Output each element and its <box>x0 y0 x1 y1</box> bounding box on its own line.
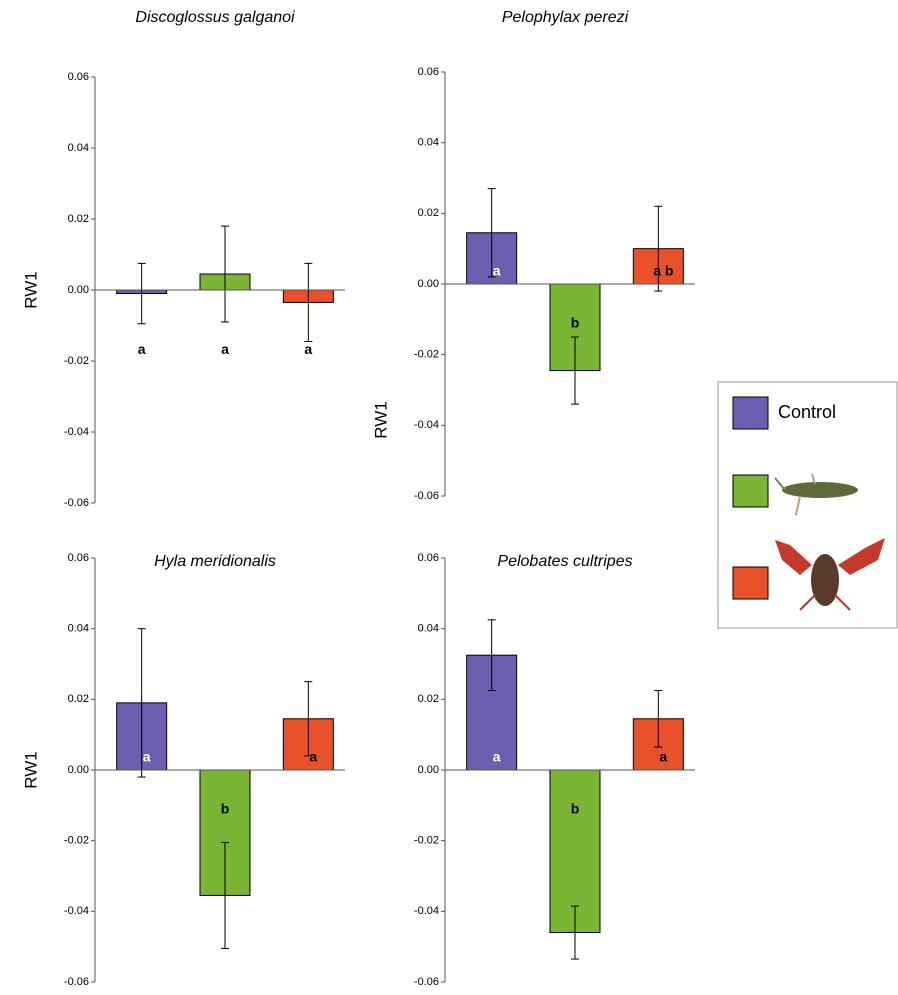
y-tick-label: -0.02 <box>414 835 439 847</box>
significance-letter: a <box>304 341 312 357</box>
y-tick-label: 0.02 <box>418 207 439 219</box>
y-tick-label: -0.04 <box>414 419 439 431</box>
panel-title: Discoglossus galganoi <box>135 9 295 26</box>
significance-letter: a <box>221 341 229 357</box>
significance-letter: b <box>571 315 580 331</box>
y-tick-label: 0.00 <box>418 278 439 290</box>
y-tick-label: 0.06 <box>418 552 439 564</box>
panel: Pelophylax perezi RW1 0.06 0.04 0.02 0.00 -0.0… <box>371 0 695 502</box>
significance-letter: a <box>659 749 667 765</box>
y-tick-label: 0.04 <box>418 137 439 149</box>
significance-letter: b <box>221 801 230 817</box>
y-tick-label: 0.00 <box>68 764 89 776</box>
y-tick-label: 0.02 <box>68 693 89 705</box>
legend-label: Control <box>778 402 836 422</box>
y-axis-label: RW1 <box>21 271 40 308</box>
figure: Discoglossus galganoi RW1 0.06 0.04 0.02 0.00… <box>0 0 898 990</box>
legend-swatch <box>733 475 768 507</box>
legend-swatch <box>733 567 768 599</box>
panel: Discoglossus galganoi RW1 0.06 0.04 0.02 0.00… <box>21 9 345 509</box>
y-tick-label: 0.00 <box>68 284 89 296</box>
y-tick-label: 0.04 <box>68 142 89 154</box>
y-tick-label: 0.06 <box>68 552 89 564</box>
significance-letter: a <box>138 341 146 357</box>
panel: Hyla meridionalis RW1 0.06 0.04 0.02 0.00 -0.0… <box>21 552 345 988</box>
significance-letter: a b <box>653 263 673 279</box>
y-tick-label: -0.04 <box>414 905 439 917</box>
y-axis-label: RW1 <box>371 401 390 438</box>
legend-swatch <box>733 397 768 429</box>
panel-title: Hyla meridionalis <box>154 553 276 570</box>
y-tick-label: 0.02 <box>68 213 89 225</box>
significance-letter: a <box>493 263 501 279</box>
page: Discoglossus galganoi RW1 0.06 0.04 0.02 0.00… <box>0 0 898 995</box>
panel-title: Pelophylax perezi <box>502 9 629 26</box>
significance-letter: a <box>309 749 317 765</box>
significance-letter: a <box>143 749 151 765</box>
y-tick-label: -0.02 <box>414 349 439 361</box>
y-tick-label: -0.02 <box>64 835 89 847</box>
significance-letter: b <box>571 801 580 817</box>
y-tick-label: 0.04 <box>68 623 89 635</box>
y-tick-label: 0.00 <box>418 764 439 776</box>
y-tick-label: -0.06 <box>64 976 89 988</box>
y-tick-label: -0.04 <box>64 426 89 438</box>
y-axis-label: RW1 <box>21 751 40 788</box>
y-tick-label: -0.06 <box>414 490 439 502</box>
y-tick-label: 0.06 <box>418 66 439 78</box>
y-tick-label: 0.04 <box>418 623 439 635</box>
y-tick-label: -0.06 <box>414 976 439 988</box>
y-tick-label: 0.02 <box>418 693 439 705</box>
y-tick-label: -0.04 <box>64 905 89 917</box>
y-tick-label: 0.06 <box>68 71 89 83</box>
y-tick-label: -0.06 <box>64 497 89 509</box>
significance-letter: a <box>493 749 501 765</box>
panel-title: Pelobates cultripes <box>497 553 632 570</box>
y-tick-label: -0.02 <box>64 355 89 367</box>
